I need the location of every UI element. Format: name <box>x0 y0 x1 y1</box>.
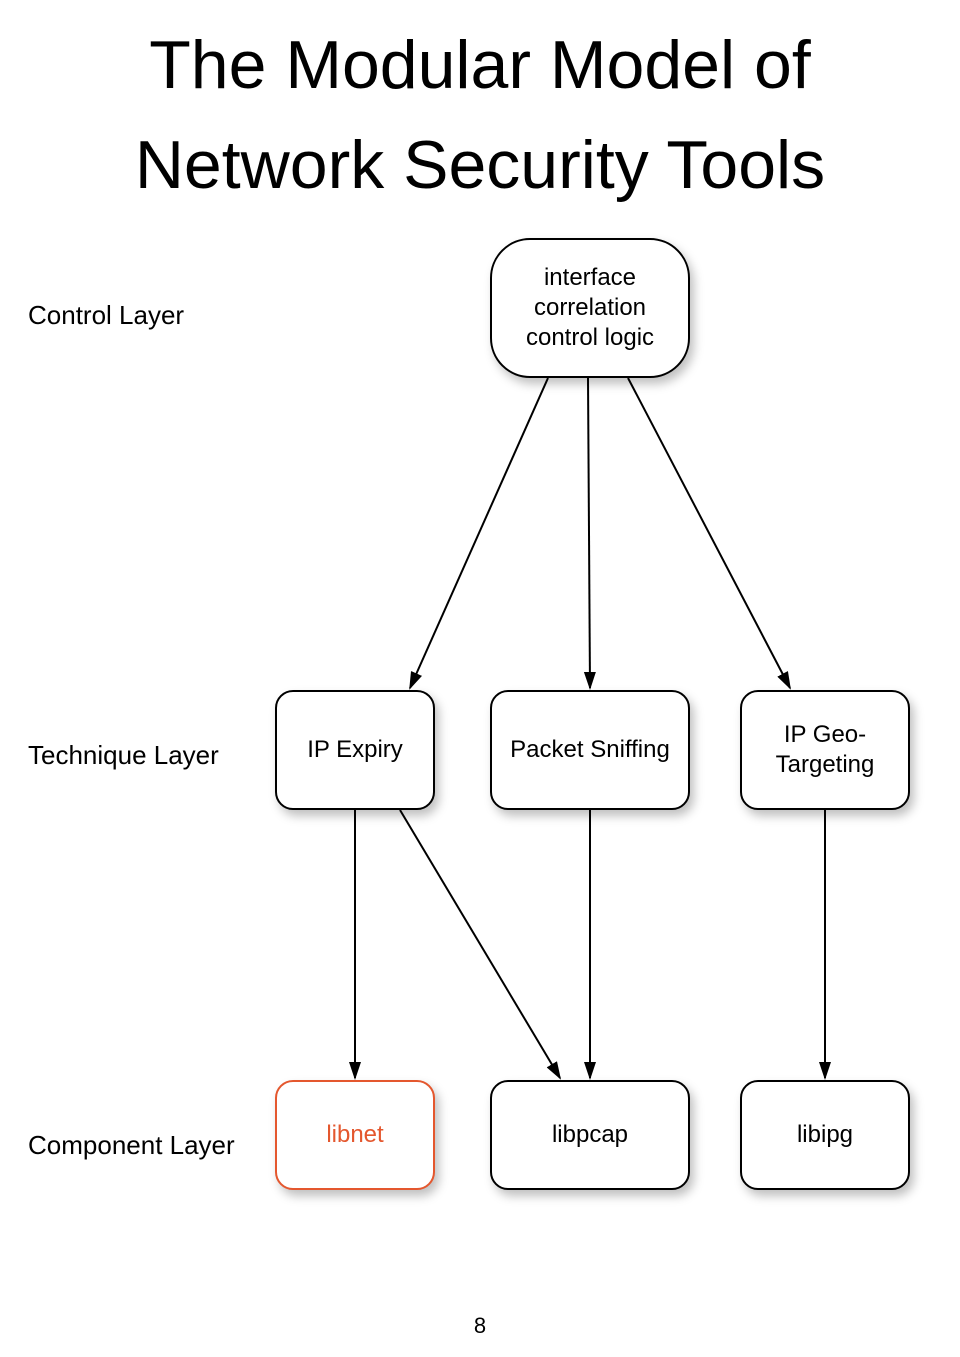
node-libpcap: libpcap <box>490 1080 690 1190</box>
node-packet-sniffing: Packet Sniffing <box>490 690 690 810</box>
page-number: 8 <box>0 1313 960 1339</box>
node-ip-expiry: IP Expiry <box>275 690 435 810</box>
node-ip-geo-targeting: IP Geo- Targeting <box>740 690 910 810</box>
node-libnet: libnet <box>275 1080 435 1190</box>
label-technique-layer: Technique Layer <box>28 740 219 771</box>
label-component-layer: Component Layer <box>28 1130 235 1161</box>
label-control-layer: Control Layer <box>28 300 184 331</box>
slide-title-line2: Network Security Tools <box>0 130 960 201</box>
node-libipg: libipg <box>740 1080 910 1190</box>
node-control: interface correlation control logic <box>490 238 690 378</box>
slide-title-line1: The Modular Model of <box>0 30 960 101</box>
